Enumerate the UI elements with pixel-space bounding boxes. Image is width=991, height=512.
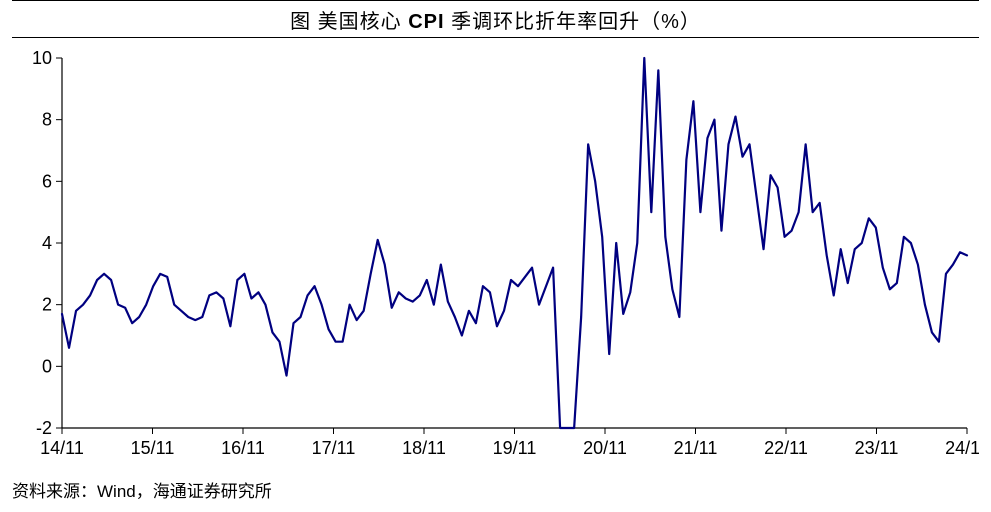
source-label: 资料来源：: [12, 482, 97, 501]
svg-text:18/11: 18/11: [402, 438, 446, 458]
svg-text:16/11: 16/11: [221, 438, 265, 458]
source-wind: Wind: [97, 482, 136, 501]
source-citation: 资料来源：Wind，海通证券研究所: [12, 477, 272, 502]
svg-text:14/11: 14/11: [40, 438, 84, 458]
svg-text:15/11: 15/11: [131, 438, 175, 458]
chart-plot-area: -2 0 2 4 6 8 10 14/11 15/11 16/11 17/11 18/11 19/11 2…: [12, 46, 979, 468]
title-bold: CPI: [408, 11, 444, 33]
chart-title: 图 美国核心 CPI 季调环比折年率回升（%）: [290, 5, 701, 34]
title-prefix: 图 美国核心: [290, 11, 408, 33]
svg-text:20/11: 20/11: [583, 438, 627, 458]
title-suffix: 季调环比折年率回升（%）: [445, 11, 701, 33]
svg-text:2: 2: [42, 295, 52, 315]
source-rest: ，海通证券研究所: [136, 482, 272, 501]
svg-text:23/11: 23/11: [855, 438, 899, 458]
chart-container: 图 美国核心 CPI 季调环比折年率回升（%） -2 0 2 4 6 8 10 14/11 15…: [0, 0, 991, 512]
svg-text:10: 10: [32, 48, 52, 68]
svg-text:0: 0: [42, 356, 52, 376]
svg-text:22/11: 22/11: [764, 438, 808, 458]
svg-text:4: 4: [42, 233, 52, 253]
svg-text:17/11: 17/11: [312, 438, 356, 458]
svg-text:21/11: 21/11: [674, 438, 718, 458]
svg-text:6: 6: [42, 171, 52, 191]
title-bar: 图 美国核心 CPI 季调环比折年率回升（%）: [12, 0, 979, 38]
svg-text:24/11: 24/11: [945, 438, 979, 458]
line-chart-svg: -2 0 2 4 6 8 10 14/11 15/11 16/11 17/11 18/11 19/11 2…: [12, 46, 979, 468]
svg-text:-2: -2: [36, 418, 52, 438]
svg-text:8: 8: [42, 110, 52, 130]
svg-text:19/11: 19/11: [493, 438, 537, 458]
